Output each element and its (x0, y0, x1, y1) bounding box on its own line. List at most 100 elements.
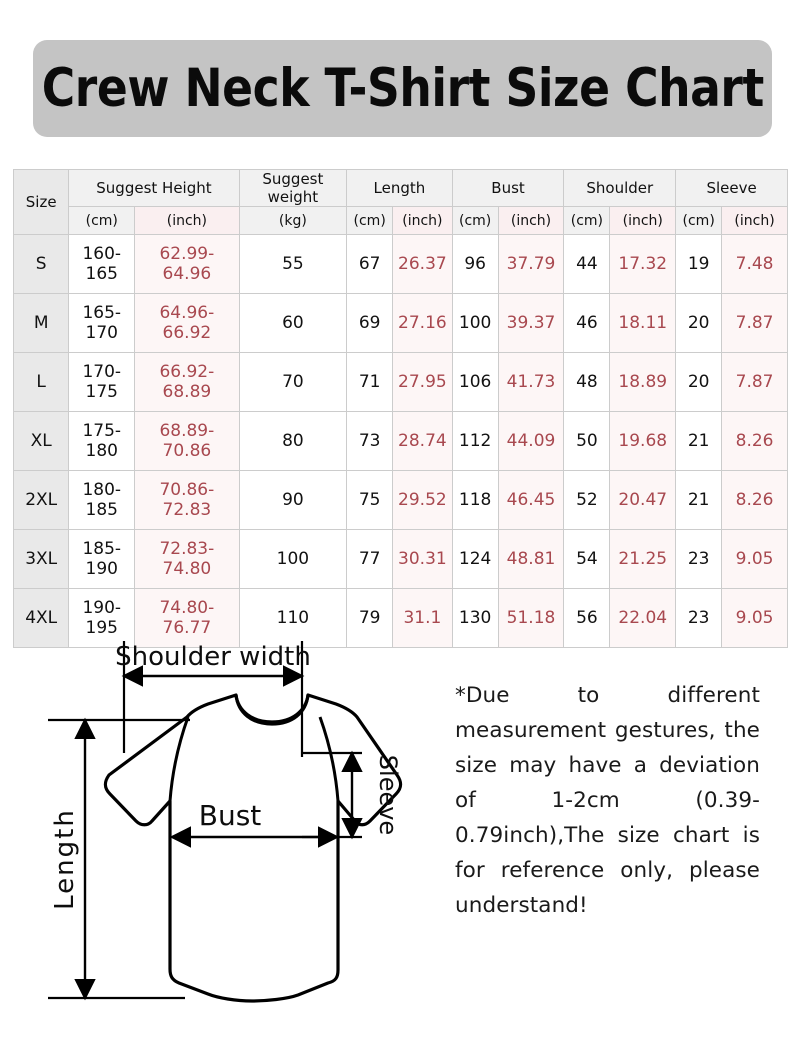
cell-length-cm: 77 (346, 529, 394, 589)
cell-length-inch: 27.95 (392, 352, 453, 412)
cell-bust-inch: 39.37 (497, 293, 565, 353)
cell-length-cm: 79 (346, 588, 394, 648)
cell-size: S (12, 234, 70, 294)
tshirt-diagram: Shoulder width Length Bust Sleeve (48, 641, 403, 1003)
cell-bust-inch: 37.79 (497, 234, 565, 294)
cell-height-cm: 185-190 (68, 529, 136, 589)
cell-size: L (12, 352, 70, 412)
shoulder-width-label: Shoulder width (115, 642, 311, 672)
table-row: L 170-175 66.92-68.89 70 71 27.95 106 41.73 48 18… (12, 352, 788, 412)
unit-header-shoulder-inch: (inch) (609, 206, 677, 235)
cell-length-inch: 27.16 (392, 293, 453, 353)
cell-shoulder-inch: 18.11 (609, 293, 677, 353)
cell-shoulder-inch: 22.04 (609, 588, 677, 648)
cell-bust-inch: 41.73 (497, 352, 565, 412)
cell-length-cm: 67 (346, 234, 394, 294)
cell-bust-cm: 106 (451, 352, 499, 412)
table-header-unit-row: (cm) (inch) (kg) (cm) (inch) (cm) (inch)… (14, 206, 788, 235)
unit-header-shoulder-cm: (cm) (563, 206, 611, 235)
cell-weight-kg: 80 (238, 411, 348, 471)
cell-shoulder-inch: 20.47 (609, 470, 677, 530)
table-row: XL 175-180 68.89-70.86 80 73 28.74 112 44.09 50 1… (12, 411, 788, 471)
cell-size: XL (12, 411, 70, 471)
table-body: S 160-165 62.99-64.96 55 67 26.37 96 37.79 44 17.… (12, 234, 788, 648)
col-header-suggest-weight: Suggest weight (238, 169, 348, 207)
cell-shoulder-inch: 18.89 (609, 352, 677, 412)
cell-bust-cm: 100 (451, 293, 499, 353)
cell-height-inch: 62.99-64.96 (134, 234, 240, 294)
cell-sleeve-cm: 23 (675, 529, 723, 589)
cell-sleeve-cm: 21 (675, 470, 723, 530)
cell-shoulder-cm: 48 (563, 352, 611, 412)
unit-header-length-cm: (cm) (346, 206, 394, 235)
cell-shoulder-cm: 56 (563, 588, 611, 648)
cell-length-cm: 75 (346, 470, 394, 530)
cell-sleeve-inch: 7.48 (721, 234, 788, 294)
cell-height-cm: 180-185 (68, 470, 136, 530)
cell-length-cm: 69 (346, 293, 394, 353)
cell-sleeve-inch: 8.26 (721, 411, 788, 471)
cell-height-cm: 165-170 (68, 293, 136, 353)
length-label: Length (50, 808, 80, 910)
cell-height-cm: 175-180 (68, 411, 136, 471)
cell-bust-cm: 130 (451, 588, 499, 648)
cell-size: M (12, 293, 70, 353)
table-row: S 160-165 62.99-64.96 55 67 26.37 96 37.79 44 17.… (12, 234, 788, 294)
lower-section: Shoulder width Length Bust Sleeve *Due t… (0, 615, 800, 1040)
cell-height-inch: 64.96-66.92 (134, 293, 240, 353)
cell-bust-inch: 44.09 (497, 411, 565, 471)
cell-sleeve-cm: 20 (675, 352, 723, 412)
cell-sleeve-cm: 20 (675, 293, 723, 353)
cell-weight-kg: 90 (238, 470, 348, 530)
col-header-shoulder: Shoulder (563, 169, 677, 207)
cell-length-inch: 29.52 (392, 470, 453, 530)
cell-sleeve-cm: 23 (675, 588, 723, 648)
cell-sleeve-inch: 7.87 (721, 352, 788, 412)
cell-length-inch: 26.37 (392, 234, 453, 294)
cell-shoulder-inch: 19.68 (609, 411, 677, 471)
cell-sleeve-cm: 21 (675, 411, 723, 471)
cell-bust-cm: 96 (451, 234, 499, 294)
cell-shoulder-inch: 21.25 (609, 529, 677, 589)
table-header-group-row: Size Suggest Height Suggest weight Lengt… (12, 169, 788, 235)
cell-shoulder-cm: 52 (563, 470, 611, 530)
col-header-sleeve: Sleeve (675, 169, 788, 207)
unit-header-sleeve-inch: (inch) (721, 206, 788, 235)
cell-height-cm: 160-165 (68, 234, 136, 294)
cell-height-inch: 68.89-70.86 (134, 411, 240, 471)
cell-sleeve-cm: 19 (675, 234, 723, 294)
table-row: 2XL 180-185 70.86-72.83 90 75 29.52 118 46.45 52… (12, 470, 788, 530)
unit-header-bust-cm: (cm) (451, 206, 499, 235)
cell-weight-kg: 100 (238, 529, 348, 589)
cell-sleeve-inch: 9.05 (721, 588, 788, 648)
cell-sleeve-inch: 7.87 (721, 293, 788, 353)
cell-sleeve-inch: 8.26 (721, 470, 788, 530)
table-header: Size Suggest Height Suggest weight Lengt… (12, 169, 788, 235)
page-title: Crew Neck T-Shirt Size Chart (41, 58, 764, 119)
unit-header-length-inch: (inch) (392, 206, 453, 235)
cell-bust-inch: 48.81 (497, 529, 565, 589)
cell-size: 2XL (12, 470, 70, 530)
cell-height-inch: 72.83-74.80 (134, 529, 240, 589)
cell-bust-inch: 46.45 (497, 470, 565, 530)
sleeve-label: Sleeve (374, 755, 402, 835)
cell-length-cm: 73 (346, 411, 394, 471)
bust-label: Bust (199, 799, 262, 832)
col-header-length: Length (346, 169, 453, 207)
cell-height-inch: 74.80-76.77 (134, 588, 240, 648)
cell-length-inch: 31.1 (392, 588, 453, 648)
cell-size: 4XL (12, 588, 70, 648)
cell-length-inch: 30.31 (392, 529, 453, 589)
unit-header-weight-kg: (kg) (238, 206, 348, 235)
cell-bust-cm: 118 (451, 470, 499, 530)
size-chart-table: Size Suggest Height Suggest weight Lengt… (12, 169, 788, 648)
cell-bust-inch: 51.18 (497, 588, 565, 648)
cell-weight-kg: 70 (238, 352, 348, 412)
col-header-suggest-height: Suggest Height (68, 169, 240, 207)
col-header-bust: Bust (451, 169, 565, 207)
unit-header-sleeve-cm: (cm) (675, 206, 723, 235)
unit-header-height-cm: (cm) (68, 206, 136, 235)
cell-length-inch: 28.74 (392, 411, 453, 471)
cell-height-inch: 66.92-68.89 (134, 352, 240, 412)
cell-size: 3XL (12, 529, 70, 589)
